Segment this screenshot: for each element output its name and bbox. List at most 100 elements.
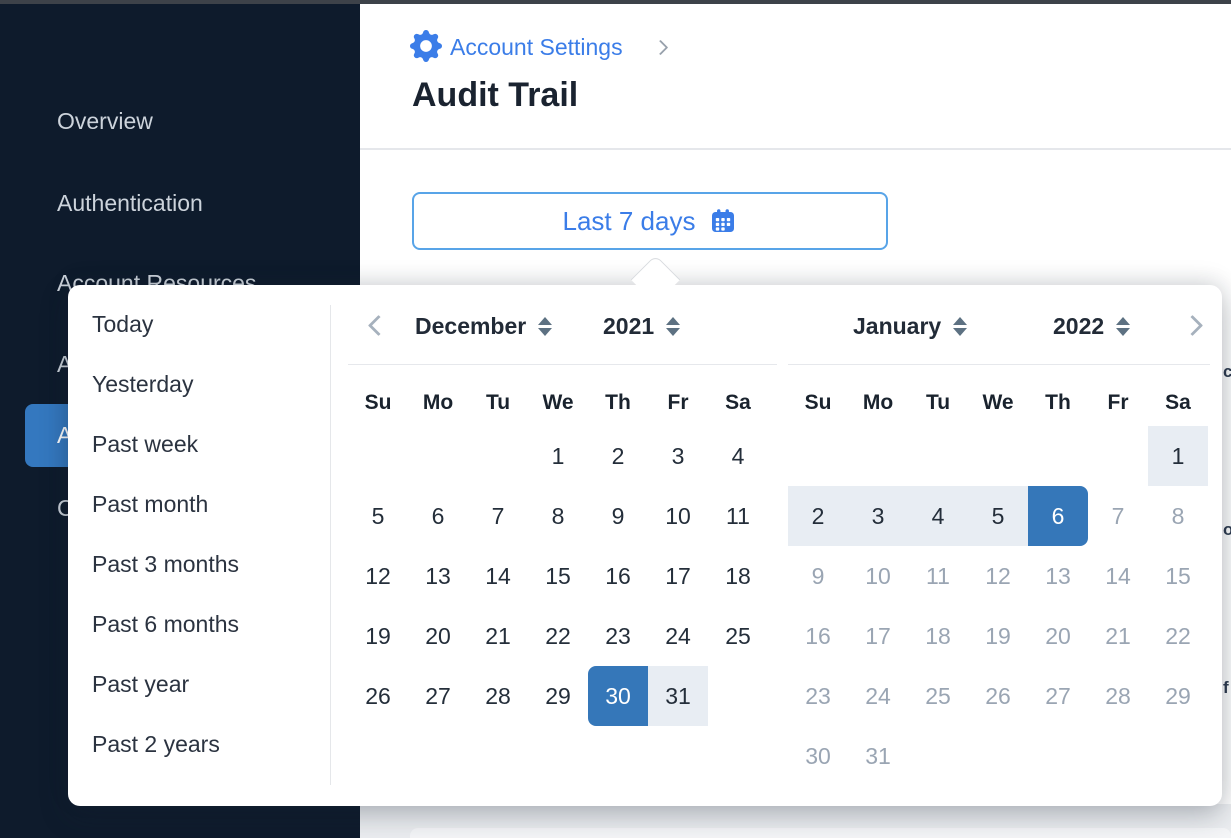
date-range-button[interactable]: Last 7 days [412, 192, 888, 250]
day-cell: 20 [1045, 622, 1071, 649]
day-cell[interactable]: 28 [485, 682, 511, 709]
month-select[interactable]: December [415, 311, 553, 341]
day-cell: 16 [805, 622, 831, 649]
day-cell: 12 [985, 562, 1011, 589]
weekday-label: Fr [667, 391, 689, 414]
sort-arrows-icon [666, 316, 681, 336]
day-cell[interactable]: 14 [485, 562, 511, 589]
day-cell[interactable]: 22 [545, 622, 571, 649]
day-cell[interactable]: 12 [365, 562, 391, 589]
weekday-label: Sa [725, 391, 751, 414]
weekday-label: Mo [422, 391, 454, 414]
day-cell: 21 [1105, 622, 1131, 649]
day-cell[interactable]: 5 [968, 486, 1028, 546]
day-cell: 19 [985, 622, 1011, 649]
day-cell[interactable]: 1 [1148, 426, 1208, 486]
day-cell[interactable]: 4 [908, 486, 968, 546]
header-divider [360, 148, 1231, 150]
day-cell[interactable]: 26 [365, 682, 391, 709]
day-cell[interactable]: 25 [725, 622, 751, 649]
year-select[interactable]: 2021 [603, 311, 681, 341]
weekday-row: Su Mo Tu We Th Fr Sa [348, 388, 768, 418]
weekday-label: We [542, 391, 574, 414]
sidebar-item[interactable]: Authentication [57, 188, 203, 218]
day-cell[interactable]: 8 [551, 502, 565, 529]
day-cell[interactable]: 27 [425, 682, 451, 709]
day-cell: 18 [925, 622, 951, 649]
day-cell: 7 [1111, 502, 1125, 529]
day-cell[interactable]: 2 [788, 486, 848, 546]
breadcrumb-link[interactable]: Account Settings [450, 34, 623, 60]
day-cell[interactable]: 11 [726, 502, 750, 529]
day-cell[interactable]: 4 [731, 442, 745, 469]
preset-item[interactable]: Past year [92, 671, 190, 697]
day-cell[interactable]: 16 [605, 562, 631, 589]
calendar-divider [788, 364, 1210, 365]
day-cell[interactable]: 19 [365, 622, 391, 649]
day-cell: 25 [925, 682, 951, 709]
day-cell: 23 [805, 682, 831, 709]
day-cell[interactable]: 23 [605, 622, 631, 649]
day-cell[interactable]: 1 [551, 442, 565, 469]
weekday-label: Su [364, 391, 392, 414]
day-cell[interactable]: 30 [588, 666, 648, 726]
day-cell[interactable]: 5 [371, 502, 385, 529]
preset-divider [330, 305, 331, 785]
day-cell[interactable]: 17 [665, 562, 691, 589]
preset-item[interactable]: Past 2 years [92, 731, 220, 757]
datepicker-popup: Today Yesterday Past week Past month Past 3 … [68, 285, 1222, 806]
day-cell: 24 [865, 682, 891, 709]
day-cell: 26 [985, 682, 1011, 709]
page-edge-fragment: c [1223, 362, 1231, 381]
weekday-label: We [982, 391, 1014, 414]
day-cell: 28 [1105, 682, 1131, 709]
weekday-row: Su Mo Tu We Th Fr Sa [788, 388, 1208, 418]
chevron-right-icon [652, 39, 669, 56]
preset-item[interactable]: Yesterday [92, 371, 194, 397]
day-cell[interactable]: 7 [491, 502, 505, 529]
sort-arrows-icon [953, 316, 968, 336]
preset-item[interactable]: Past 3 months [92, 551, 240, 577]
preset-item[interactable]: Past month [92, 491, 209, 517]
sidebar-item[interactable]: Overview [57, 106, 153, 136]
preset-item[interactable]: Past 6 months [92, 611, 240, 637]
date-button-label: Last 7 days [562, 205, 696, 236]
weekday-label: Tu [485, 391, 511, 414]
next-month-button[interactable] [1179, 312, 1205, 338]
day-cell[interactable]: 24 [665, 622, 691, 649]
day-cell: 27 [1045, 682, 1071, 709]
day-cell[interactable]: 15 [545, 562, 571, 589]
weekday-label: Sa [1165, 391, 1191, 414]
year-label: 2021 [603, 312, 655, 339]
day-cell[interactable]: 13 [425, 562, 451, 589]
day-cell: 30 [805, 742, 831, 769]
day-cell[interactable]: 20 [425, 622, 451, 649]
day-cell[interactable]: 3 [671, 442, 685, 469]
day-cell[interactable]: 6 [431, 502, 445, 529]
day-cell: 31 [865, 742, 891, 769]
day-cell[interactable]: 29 [545, 682, 571, 709]
day-cell[interactable]: 31 [648, 666, 708, 726]
day-cell[interactable]: 21 [485, 622, 511, 649]
day-cell[interactable]: 9 [611, 502, 625, 529]
year-select[interactable]: 2022 [1053, 311, 1131, 341]
day-cell[interactable]: 10 [665, 502, 691, 529]
preset-item[interactable]: Past week [92, 431, 199, 457]
preset-item[interactable]: Today [92, 311, 154, 337]
day-cell[interactable]: 18 [725, 562, 751, 589]
day-cell: 11 [926, 562, 950, 589]
day-cell: 13 [1045, 562, 1071, 589]
day-cell[interactable]: 6 [1028, 486, 1088, 546]
day-cell[interactable]: 2 [611, 442, 625, 469]
month-label: December [415, 312, 527, 339]
day-cell: 14 [1105, 562, 1131, 589]
day-cell[interactable]: 3 [848, 486, 908, 546]
chevron-right-icon [1181, 314, 1203, 336]
day-cell: 8 [1171, 502, 1185, 529]
page-edge-fragment: o [1223, 520, 1231, 539]
calendar-divider [348, 364, 777, 365]
window-chrome-strip [0, 0, 1231, 4]
weekday-label: Th [605, 391, 631, 414]
month-select[interactable]: January [853, 311, 968, 341]
